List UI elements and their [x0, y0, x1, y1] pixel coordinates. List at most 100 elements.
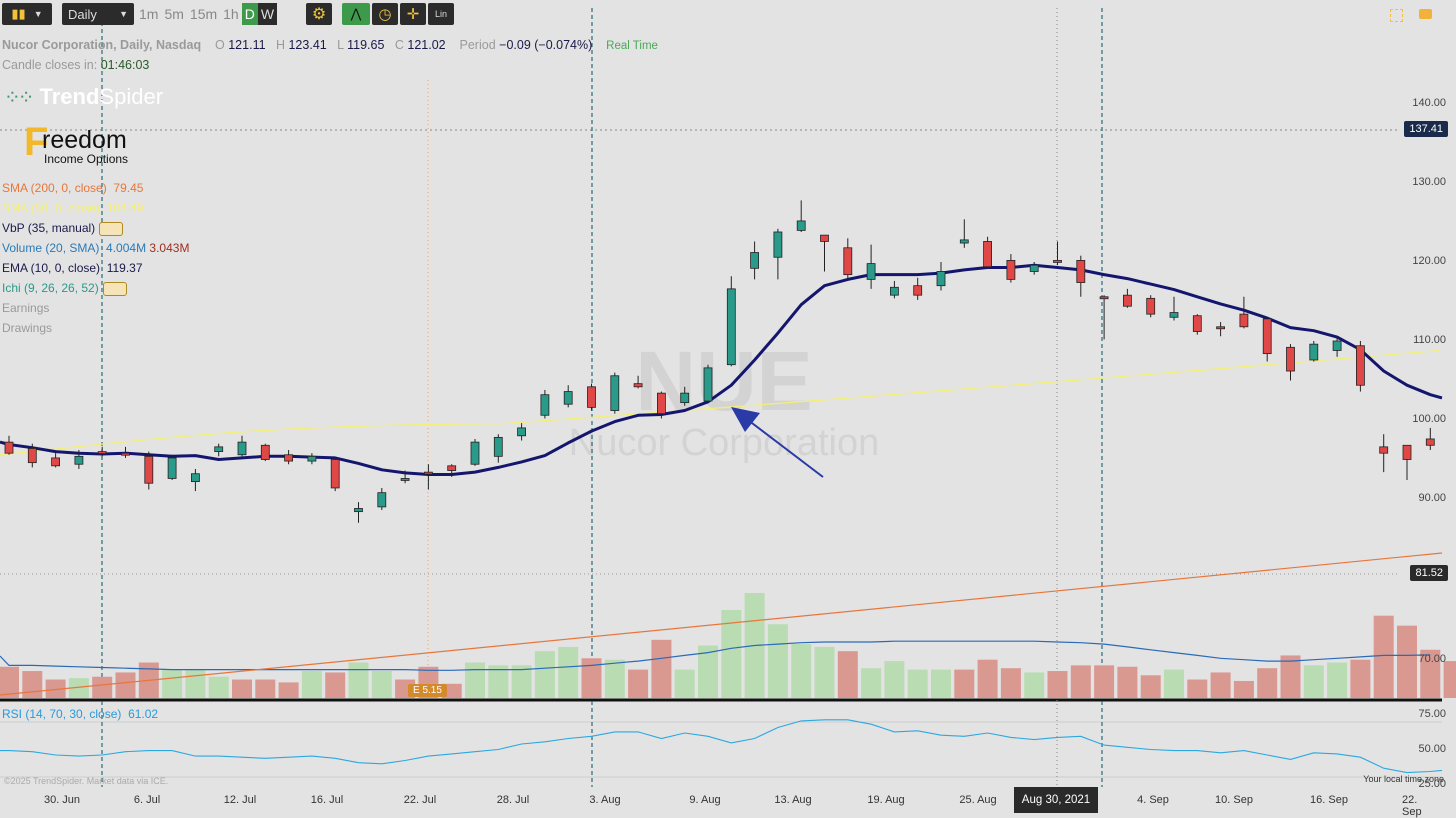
- legend-earnings[interactable]: Earnings: [2, 301, 49, 315]
- timeframe-w[interactable]: W: [257, 3, 278, 25]
- candle-body: [540, 394, 550, 416]
- timeframe-5m[interactable]: 5m: [164, 6, 184, 22]
- candle-body: [190, 473, 200, 483]
- candle-body: [866, 263, 876, 280]
- timeframe-15m[interactable]: 15m: [189, 6, 218, 22]
- watermark: NUE Nucor Corporation: [569, 334, 879, 464]
- candle-body: [563, 391, 573, 405]
- clock-icon[interactable]: ◷: [372, 3, 398, 25]
- candle: [237, 435, 247, 457]
- candle: [913, 277, 923, 300]
- volume-bar: [1373, 615, 1394, 698]
- legend-ichimoku[interactable]: Ichi (9, 26, 26, 52): [2, 281, 127, 296]
- x-tick-label: 16. Sep: [1310, 794, 1348, 806]
- candle: [27, 443, 37, 468]
- volume-bar: [674, 669, 695, 698]
- candle: [1123, 288, 1132, 308]
- candle-body: [1192, 315, 1202, 332]
- x-tick-label: 16. Jul: [310, 794, 344, 806]
- low-value: 119.65: [347, 38, 385, 52]
- legend-sma200[interactable]: SMA (200, 0, close) 79.45: [2, 181, 143, 195]
- candle-body: [703, 367, 713, 402]
- candle-body: [936, 271, 946, 287]
- candle-body: [1286, 346, 1295, 372]
- legend-vbp[interactable]: VbP (35, manual): [2, 221, 124, 236]
- candle-body: [167, 457, 177, 479]
- y-tick-label: 120.00: [1412, 255, 1446, 267]
- earnings-badge[interactable]: E 5.15: [408, 684, 447, 697]
- interval-select[interactable]: Daily ▼: [62, 3, 134, 25]
- candle: [1192, 314, 1202, 335]
- volume-bar: [1117, 666, 1138, 698]
- volume-bar: [208, 676, 229, 698]
- x-tick-label: 3. Aug: [589, 794, 621, 806]
- legend-sma200-value: 79.45: [113, 181, 144, 195]
- volume-bar: [301, 671, 322, 698]
- y-tick-label: 25.00: [1418, 778, 1446, 790]
- volume-bar: [185, 669, 206, 698]
- candle: [1053, 241, 1062, 266]
- scale-lin-button[interactable]: Lin: [428, 3, 454, 25]
- settings-icon[interactable]: ⚙: [306, 3, 332, 25]
- freedom-f: F: [24, 120, 49, 164]
- logo-light: Spider: [99, 84, 164, 109]
- indicator-icon[interactable]: ⋀: [342, 3, 370, 25]
- candle: [633, 375, 643, 389]
- legend-drawings[interactable]: Drawings: [2, 321, 52, 335]
- camera-icon[interactable]: [1419, 9, 1432, 19]
- ema10-line: [0, 263, 1443, 476]
- legend-ema[interactable]: EMA (10, 0, close) 119.37: [2, 261, 143, 275]
- eye-icon[interactable]: [99, 221, 124, 236]
- volume-bar: [1187, 679, 1208, 698]
- x-tick-label: 25. Aug: [959, 794, 997, 806]
- candle-body: [890, 286, 899, 296]
- timeframe-1m[interactable]: 1m: [139, 6, 159, 22]
- timeframe-d[interactable]: D: [241, 3, 258, 25]
- candle: [260, 443, 270, 462]
- trendspider-icon: ⁘⁘: [4, 86, 34, 109]
- trendspider-logo: ⁘⁘ Trend Spider: [4, 84, 163, 110]
- eye-icon[interactable]: [102, 281, 127, 296]
- realtime-label: Real Time: [606, 40, 658, 52]
- rsi-line: [0, 719, 1443, 774]
- candle: [1029, 262, 1039, 275]
- candle-body: [1076, 260, 1086, 283]
- candle-body: [214, 446, 224, 452]
- chart-type-button[interactable]: ▮▮ ▼: [2, 3, 52, 25]
- volume-bar: [698, 645, 718, 698]
- candle-body: [657, 392, 666, 415]
- candle-body: [377, 492, 387, 508]
- volume-bar: [651, 639, 672, 698]
- candle-body: [1425, 438, 1435, 446]
- candle: [284, 450, 294, 465]
- local-time-label[interactable]: Your local time zone: [1363, 774, 1444, 784]
- volume-bar: [1140, 675, 1161, 698]
- maximize-icon[interactable]: [1390, 9, 1403, 22]
- candle: [1146, 295, 1156, 318]
- candle-body: [307, 455, 317, 462]
- volume-bar: [1350, 659, 1371, 698]
- candle: [587, 383, 596, 411]
- candle-body: [97, 451, 107, 455]
- symbol-header: Nucor Corporation, Daily, Nasdaq O 121.1…: [2, 38, 658, 52]
- indicator-lines: [0, 263, 1443, 696]
- candle: [1356, 341, 1365, 392]
- x-tick-label: 9. Aug: [689, 794, 721, 806]
- timeframe-1h[interactable]: 1h: [223, 6, 239, 22]
- volume-bar: [371, 671, 392, 698]
- annotation-arrow[interactable]: [731, 407, 824, 478]
- legend-volume[interactable]: Volume (20, SMA) 4.004M 3.043M: [2, 241, 189, 255]
- crosshair-icon[interactable]: ✛: [400, 3, 426, 25]
- watermark-name: Nucor Corporation: [569, 422, 879, 464]
- rsi-legend[interactable]: RSI (14, 70, 30, close) 61.02: [2, 707, 158, 721]
- rsi-panel: [0, 719, 1443, 774]
- candle: [680, 386, 690, 406]
- candle: [400, 470, 410, 484]
- grid: [0, 129, 1442, 778]
- volume-bar: [232, 679, 252, 698]
- volume-bar: [1257, 668, 1278, 698]
- candle: [1332, 336, 1342, 357]
- volume-bar: [1303, 665, 1324, 698]
- legend-sma50[interactable]: SMA (50, 0, close) 104.49: [2, 201, 143, 215]
